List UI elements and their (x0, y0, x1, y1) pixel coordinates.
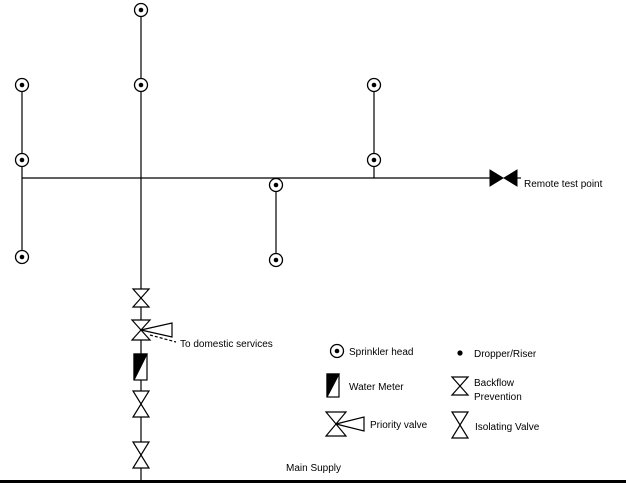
sprinkler-heads (14, 2, 382, 268)
legend-backflow-prevention-icon (450, 376, 470, 396)
remote-test-valve-icon (489, 169, 518, 187)
isolating-valve-icon (131, 441, 151, 469)
legend-priority-valve-label: Priority valve (370, 420, 428, 431)
main-supply-label: Main Supply (286, 463, 341, 474)
sprinkler-head-icon (14, 77, 30, 93)
legend-sprinkler-head-icon (329, 343, 345, 359)
legend-backflow-label-line1: Backflow (474, 378, 515, 389)
isolating-valve-icon (131, 390, 151, 418)
sprinkler-head-icon (14, 152, 30, 168)
legend: Sprinkler head Dropper/Riser Water Meter… (324, 343, 540, 439)
legend-priority-valve-icon (324, 411, 365, 437)
to-domestic-services-label: To domestic services (180, 339, 273, 350)
sprinkler-head-icon (366, 77, 382, 93)
sprinkler-head-icon (14, 249, 30, 265)
legend-backflow-label-line2: Prevention (474, 392, 522, 403)
legend-sprinkler-head-label: Sprinkler head (349, 347, 413, 358)
domestic-services-dashed-pipe (149, 334, 177, 343)
legend-water-meter-icon (326, 373, 340, 398)
riser-fittings (130, 288, 177, 469)
sprinkler-head-icon (133, 77, 149, 93)
sprinkler-head-icon (133, 2, 149, 18)
legend-isolating-valve-label: Isolating Valve (475, 422, 540, 433)
legend-water-meter-label: Water Meter (349, 382, 404, 393)
bottom-border-line (0, 480, 626, 483)
sprinkler-head-icon (268, 252, 284, 268)
sprinkler-head-icon (268, 177, 284, 193)
legend-dropper-riser-label: Dropper/Riser (474, 349, 537, 360)
legend-dropper-riser-icon (457, 350, 463, 356)
water-meter-icon (133, 353, 148, 381)
legend-isolating-valve-icon (450, 411, 470, 439)
sprinkler-head-icon (366, 152, 382, 168)
pipe-network (21, 10, 521, 480)
remote-test-point-label: Remote test point (524, 179, 603, 190)
backflow-prevention-icon (131, 288, 151, 308)
priority-valve-icon (130, 319, 173, 341)
